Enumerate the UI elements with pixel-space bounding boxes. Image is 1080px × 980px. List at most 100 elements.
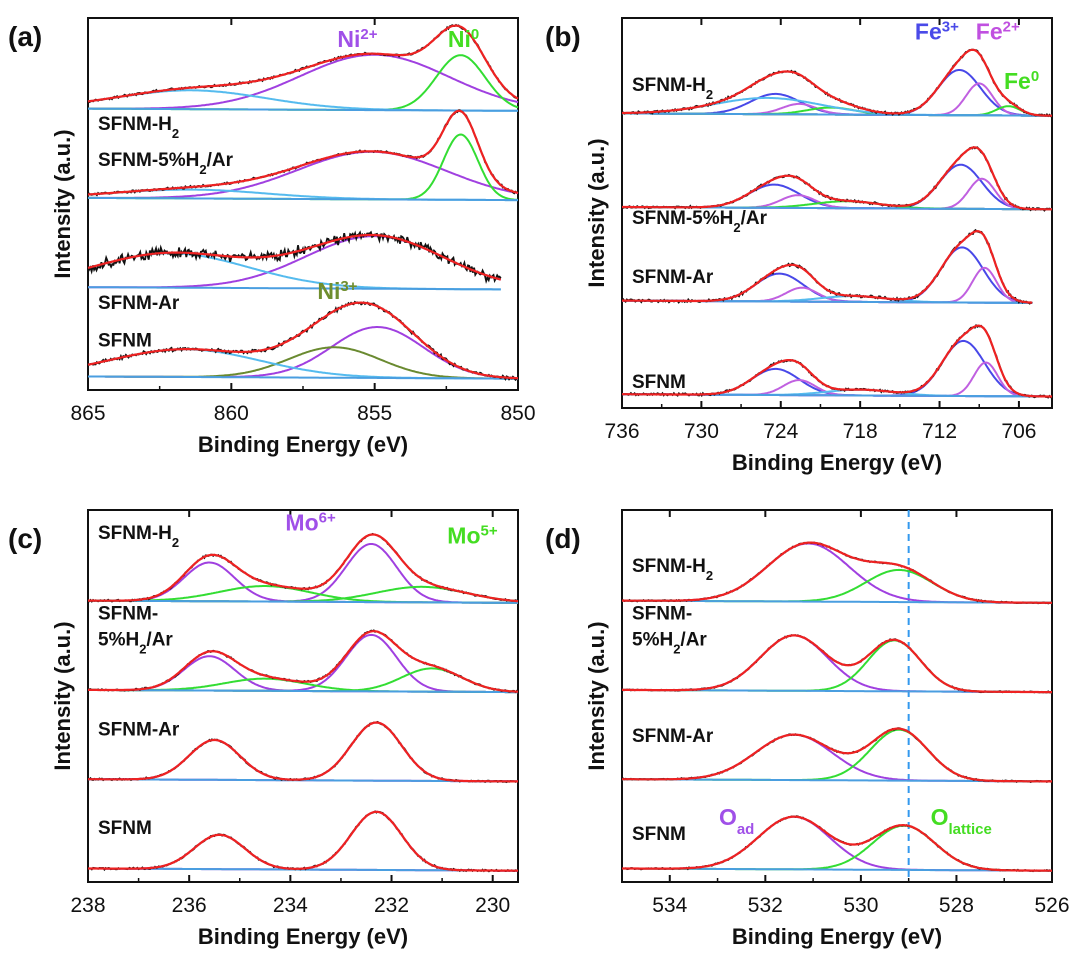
fit-envelope [88,630,519,693]
species-label: Mo5+ [447,522,498,549]
sample-label: SFNM-Ar [632,267,714,288]
spectrum-sfnmh2: SFNM-H2 [621,541,1053,605]
background-line [88,286,501,291]
x-tick-label: 532 [748,894,783,917]
x-tick-label: 855 [357,402,392,425]
sample-label: SFNM-5%H2/Ar [632,208,768,235]
component-peak [88,833,518,872]
sample-label: SFNM-Ar [98,720,180,741]
x-tick-label: 724 [763,420,798,443]
fit-envelope [622,541,1052,604]
sample-label-line2: 5%H2/Ar [632,630,707,657]
x-tick-label: 236 [172,894,207,917]
species-label: Oad [719,804,754,838]
x-tick-label: 860 [214,402,249,425]
sample-label: SFNM [98,330,152,351]
fit-envelope [622,727,1052,783]
panel-a: (a) 865 860 855 850 Binding Energy (eV) Intens… [8,17,536,457]
spectrum-sfnmh2: SFNM-H2 [87,23,519,141]
sample-label: SFNM-H2 [98,523,179,550]
component-peak [88,543,518,604]
component-peak [88,810,518,872]
panel-tag: (c) [8,523,42,554]
species-label: Fe3+ [915,18,959,45]
x-tick-label: 238 [70,894,105,917]
background-line [622,112,1052,117]
spectrum-sfnm: SFNM [87,810,519,873]
species-label: Fe0 [1004,68,1039,95]
plot-frame [621,17,1053,409]
spectrum-sfnm: SFNM- 5%H2/Ar [87,604,519,694]
x-tick-label: 534 [652,894,687,917]
spectrum-sfnm5h2: SFNM-5%H2/Ar [621,145,1053,235]
x-axis-label: Binding Energy (eV) [732,450,942,475]
spectrum-sfnm: SFNM [621,815,1053,873]
sample-label: SFNM-H2 [632,75,713,102]
sample-label: SFNM- [98,604,158,625]
raw-spectrum [87,230,502,284]
y-axis-label: Intensity (a.u.) [584,138,609,287]
spectrum-sfnm: SFNM- 5%H2/Ar [621,604,1053,694]
x-tick-label: 530 [843,894,878,917]
component-peak [88,54,519,111]
spectrum-sfnm: SFNM [621,323,1053,399]
spectrum-sfnmar: SFNM-Ar [621,726,1053,784]
species-label: Ni0 [448,26,479,53]
panel-b: (b) 736 730 724 718 712 706 Binding Energy (eV)… [545,17,1053,475]
background-line [88,599,518,604]
spectrum-sfnm5h2: SFNM-5%H2/Ar [87,109,519,202]
x-tick-label: 718 [843,420,878,443]
fit-envelope [87,24,519,103]
fit-envelope [88,810,518,872]
x-tick-label: 865 [70,402,105,425]
fit-envelope [88,721,518,783]
background-line [88,107,518,112]
fit-envelope [87,109,519,196]
x-tick-label: 526 [1034,894,1069,917]
plot-frame [621,509,1053,883]
sample-label: SFNM-5%H2/Ar [98,150,234,177]
component-peak [622,163,1052,211]
background-line [88,196,518,202]
plot-frame [87,509,519,883]
species-label: Ni3+ [317,277,357,304]
species-label: Olattice [931,804,992,838]
sample-label: SFNM-Ar [98,293,180,314]
fit-envelope [622,146,1052,211]
y-axis-label: Intensity (a.u.) [50,129,75,278]
fit-envelope [622,229,1033,304]
fit-envelope [622,324,1052,398]
species-label: Ni2+ [337,26,377,53]
y-axis-label: Intensity (a.u.) [584,621,609,770]
fit-envelope [88,533,519,603]
fit-envelope [622,634,1052,694]
x-tick-label: 850 [500,402,535,425]
panel-tag: (a) [8,21,42,52]
raw-spectrum [87,810,519,873]
species-label: Fe2+ [976,18,1020,45]
fit-envelope [87,233,502,281]
x-axis-label: Binding Energy (eV) [198,924,408,949]
sample-label: SFNM [632,372,686,393]
sample-label-line2: 5%H2/Ar [98,630,173,657]
x-axis-label: Binding Energy (eV) [198,432,408,457]
spectrum-sfnmh2: SFNM-H2 [87,523,519,604]
component-peak [88,53,519,110]
panel-tag: (d) [545,523,581,554]
x-tick-label: 706 [1001,420,1036,443]
sample-label: SFNM- [632,604,692,625]
spectrum-sfnmar: SFNM-Ar [621,228,1033,305]
component-peak [622,177,1052,211]
x-tick-label: 232 [374,894,409,917]
x-tick-label: 712 [922,420,957,443]
sample-label: SFNM [98,818,152,839]
panel-tag: (b) [545,21,581,52]
species-label: Mo6+ [285,509,336,536]
fit-envelope [622,48,1052,117]
sample-label: SFNM-H2 [632,556,713,583]
background-line [88,688,518,694]
x-tick-label: 234 [273,894,308,917]
x-tick-label: 528 [939,894,974,917]
panel-c: (c) 238 236 234 232 230 Binding Energy (eV) Int… [8,509,519,949]
